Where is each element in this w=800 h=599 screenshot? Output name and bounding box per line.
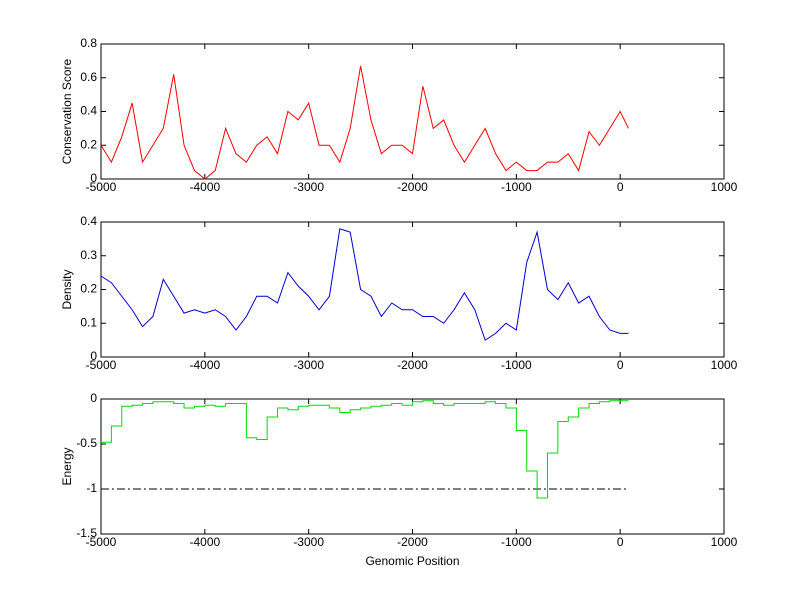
x-tick-label: -4000 (189, 180, 220, 194)
y-axis-label: Density (60, 269, 74, 309)
y-tick-label: -0.5 (76, 436, 97, 450)
y-tick-label: -1 (86, 481, 97, 495)
x-tick-label: 1000 (711, 535, 738, 549)
x-tick-label: -1000 (501, 358, 532, 372)
y-tick-label: 0.4 (80, 104, 97, 118)
x-tick-label: 1000 (711, 180, 738, 194)
x-tick-label: 1000 (711, 358, 738, 372)
x-tick-label: -5000 (86, 535, 117, 549)
x-tick-label: 0 (617, 535, 624, 549)
axes-box (100, 43, 725, 180)
y-tick-label: 0.6 (80, 70, 97, 84)
x-tick-label: -3000 (293, 180, 324, 194)
x-tick-label: 0 (617, 180, 624, 194)
x-tick-label: -2000 (397, 535, 428, 549)
y-axis-label: Energy (60, 447, 74, 485)
y-tick-label: 0.2 (80, 137, 97, 151)
x-tick-label: -3000 (293, 535, 324, 549)
y-tick-label: 0.3 (80, 248, 97, 262)
x-tick-label: -5000 (86, 180, 117, 194)
x-tick-label: -2000 (397, 358, 428, 372)
axes-box (100, 398, 725, 535)
data-line (100, 65, 629, 180)
y-tick-label: 0 (90, 171, 97, 185)
x-tick-label: -3000 (293, 358, 324, 372)
y-tick-label: 0 (90, 349, 97, 363)
y-tick-label: 0 (90, 391, 97, 405)
axes-box (100, 221, 725, 358)
y-tick-label: 0.2 (80, 282, 97, 296)
x-tick-label: -1000 (501, 180, 532, 194)
y-tick-label: 0.4 (80, 214, 97, 228)
data-line (100, 228, 629, 341)
x-tick-label: -1000 (501, 535, 532, 549)
x-axis-label: Genomic Position (365, 554, 459, 568)
y-tick-label: 0.8 (80, 36, 97, 50)
x-tick-label: -4000 (189, 535, 220, 549)
data-line (101, 400, 629, 499)
y-tick-label: -1.5 (76, 526, 97, 540)
x-tick-label: 0 (617, 358, 624, 372)
y-tick-label: 0.1 (80, 315, 97, 329)
y-axis-label: Conservation Score (60, 58, 74, 164)
x-tick-label: -4000 (189, 358, 220, 372)
x-tick-label: -2000 (397, 180, 428, 194)
x-tick-label: -5000 (86, 358, 117, 372)
